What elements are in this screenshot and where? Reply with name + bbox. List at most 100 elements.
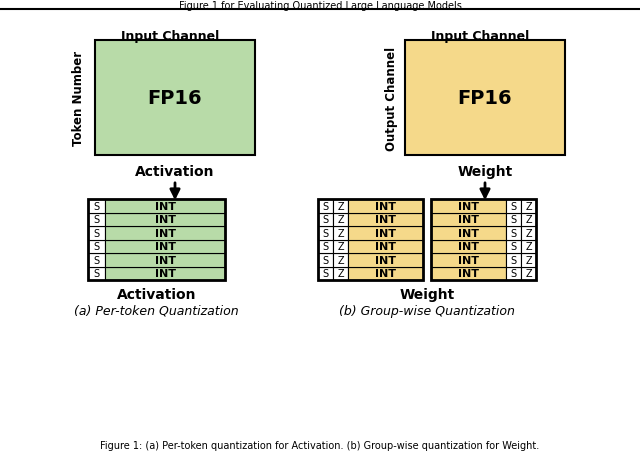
Text: S: S [511, 215, 516, 225]
Text: Token Number: Token Number [72, 51, 84, 146]
Text: S: S [93, 268, 100, 278]
Bar [521, 253, 536, 267]
Bar [333, 253, 348, 267]
Text: INT: INT [375, 242, 396, 252]
Text: S: S [511, 268, 516, 278]
Text: INT: INT [154, 228, 175, 238]
Bar [521, 213, 536, 227]
Text: Z: Z [337, 228, 344, 238]
Bar [88, 200, 105, 213]
Bar [348, 240, 423, 253]
Bar [88, 253, 105, 267]
Text: Z: Z [337, 268, 344, 278]
Text: S: S [511, 255, 516, 265]
Text: Z: Z [525, 255, 532, 265]
Bar [318, 267, 333, 280]
Text: INT: INT [154, 201, 175, 211]
Bar [318, 227, 333, 240]
Bar [431, 267, 506, 280]
Bar [105, 200, 225, 213]
Text: S: S [511, 201, 516, 211]
Bar [521, 240, 536, 253]
Text: Z: Z [525, 268, 532, 278]
Bar [88, 240, 105, 253]
Bar [506, 200, 521, 213]
Bar [88, 200, 225, 280]
Bar [431, 200, 506, 213]
Text: INT: INT [458, 228, 479, 238]
Text: INT: INT [375, 255, 396, 265]
Bar [105, 253, 225, 267]
Bar [88, 213, 105, 227]
Text: (b) Group-wise Quantization: (b) Group-wise Quantization [339, 304, 515, 317]
Text: Z: Z [337, 201, 344, 211]
Bar [88, 227, 105, 240]
Text: INT: INT [154, 268, 175, 278]
Bar [333, 213, 348, 227]
Text: S: S [93, 228, 100, 238]
Text: Input Channel: Input Channel [121, 30, 219, 42]
Bar [506, 227, 521, 240]
Bar [431, 227, 506, 240]
Text: Z: Z [525, 242, 532, 252]
Text: INT: INT [154, 215, 175, 225]
Text: S: S [93, 242, 100, 252]
Text: Output Channel: Output Channel [385, 46, 397, 150]
Bar [405, 41, 565, 156]
Bar [333, 227, 348, 240]
Text: INT: INT [375, 201, 396, 211]
Text: Z: Z [525, 215, 532, 225]
Text: INT: INT [458, 215, 479, 225]
Text: S: S [511, 228, 516, 238]
Text: Figure 1: (a) Per-token quantization for Activation. (b) Group-wise quantization: Figure 1: (a) Per-token quantization for… [100, 440, 540, 450]
Bar [348, 267, 423, 280]
Text: S: S [323, 228, 328, 238]
Text: Z: Z [337, 242, 344, 252]
Bar [348, 227, 423, 240]
Bar [431, 213, 506, 227]
Bar [333, 240, 348, 253]
Text: (a) Per-token Quantization: (a) Per-token Quantization [74, 304, 239, 317]
Text: Z: Z [525, 228, 532, 238]
Bar [521, 267, 536, 280]
Bar [95, 41, 255, 156]
Text: S: S [93, 215, 100, 225]
Bar [333, 267, 348, 280]
Bar [88, 267, 105, 280]
Bar [105, 213, 225, 227]
Text: Activation: Activation [116, 288, 196, 301]
Bar [318, 253, 333, 267]
Bar [506, 240, 521, 253]
Bar [105, 227, 225, 240]
Text: INT: INT [458, 268, 479, 278]
Text: INT: INT [154, 255, 175, 265]
Text: S: S [323, 255, 328, 265]
Bar [348, 213, 423, 227]
Bar [506, 253, 521, 267]
Bar [105, 240, 225, 253]
Text: Figure 1 for Evaluating Quantized Large Language Models: Figure 1 for Evaluating Quantized Large … [179, 1, 461, 11]
Text: S: S [323, 242, 328, 252]
Bar [348, 200, 423, 213]
Text: FP16: FP16 [148, 89, 202, 108]
Bar [318, 213, 333, 227]
Bar [431, 200, 536, 280]
Text: INT: INT [375, 215, 396, 225]
Bar [318, 240, 333, 253]
Bar [506, 213, 521, 227]
Text: Z: Z [337, 255, 344, 265]
Bar [105, 267, 225, 280]
Text: INT: INT [375, 228, 396, 238]
Bar [506, 267, 521, 280]
Bar [348, 253, 423, 267]
Text: FP16: FP16 [458, 89, 512, 108]
Text: Z: Z [337, 215, 344, 225]
Bar [333, 200, 348, 213]
Text: Weight: Weight [458, 165, 513, 179]
Text: INT: INT [375, 268, 396, 278]
Text: S: S [323, 201, 328, 211]
Bar [521, 227, 536, 240]
Text: INT: INT [458, 242, 479, 252]
Text: S: S [93, 201, 100, 211]
Text: S: S [323, 268, 328, 278]
